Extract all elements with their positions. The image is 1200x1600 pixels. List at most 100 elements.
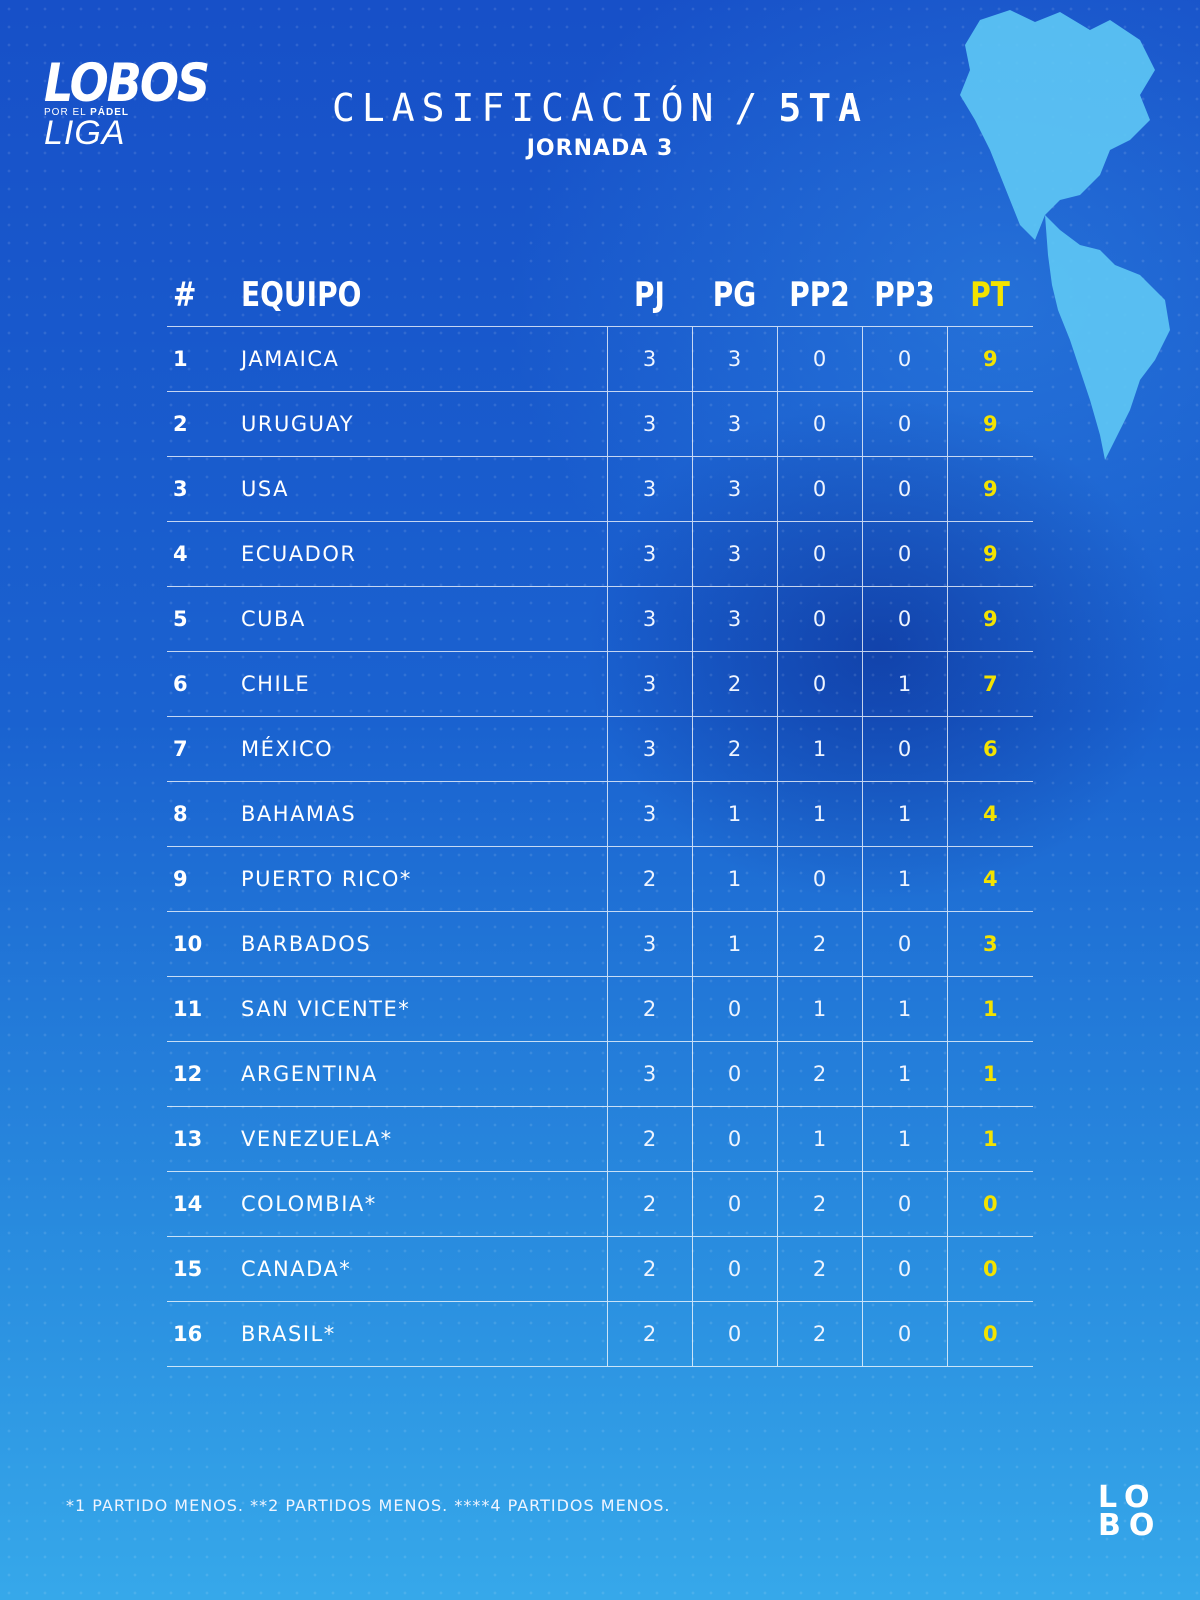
cell-pg: 3: [691, 586, 777, 652]
cell-pj: 3: [606, 521, 692, 587]
column-header-pj: PJ: [607, 255, 692, 334]
cell-team: BAHAMAS: [237, 781, 607, 847]
lobos-liga-logo: LOBOS POR EL PÁDEL LIGA: [44, 56, 210, 150]
cell-pp2: 2: [776, 1041, 862, 1107]
table-row: 8 BAHAMAS 3 1 1 1 4: [167, 781, 1033, 847]
cell-pg: 0: [691, 1171, 777, 1237]
table-row: 11 SAN VICENTE* 2 0 1 1 1: [167, 976, 1033, 1042]
cell-pos: 4: [167, 521, 237, 587]
cell-pos: 7: [167, 716, 237, 782]
cell-pj: 3: [606, 716, 692, 782]
table-row: 15 CANADA* 2 0 2 0 0: [167, 1236, 1033, 1302]
standings-table: # EQUIPO PJ PG PP2 PP3 PT 1 JAMAICA 3 3 0 0 9 2…: [167, 255, 1033, 1367]
cell-pj: 2: [606, 1301, 692, 1367]
cell-pp2: 1: [776, 716, 862, 782]
cell-pt: 9: [946, 586, 1033, 652]
table-row: 13 VENEZUELA* 2 0 1 1 1: [167, 1106, 1033, 1172]
cell-pt: 9: [946, 391, 1033, 457]
cell-pg: 0: [691, 1236, 777, 1302]
cell-team: SAN VICENTE*: [237, 976, 607, 1042]
cell-pj: 2: [606, 846, 692, 912]
cell-pp3: 0: [861, 326, 947, 392]
cell-team: JAMAICA: [237, 326, 607, 392]
footnote: *1 PARTIDO MENOS. **2 PARTIDOS MENOS. **…: [66, 1496, 671, 1515]
logo-tagline: POR EL PÁDEL: [44, 108, 174, 118]
column-header-pt: PT: [947, 255, 1033, 334]
title-category: 5TA: [778, 86, 868, 130]
corner-logo-line1: LO: [1098, 1480, 1158, 1515]
table-row: 6 CHILE 3 2 0 1 7: [167, 651, 1033, 717]
cell-pos: 12: [167, 1041, 237, 1107]
table-header-row: # EQUIPO PJ PG PP2 PP3 PT: [167, 255, 1033, 334]
cell-pt: 3: [946, 911, 1033, 977]
page-title: CLASIFICACIÓN / 5TA: [0, 86, 1200, 130]
cell-pos: 9: [167, 846, 237, 912]
cell-pos: 14: [167, 1171, 237, 1237]
cell-pos: 16: [167, 1301, 237, 1367]
title-text: CLASIFICACIÓN: [332, 86, 721, 130]
cell-pg: 0: [691, 976, 777, 1042]
cell-pt: 4: [946, 846, 1033, 912]
cell-pt: 9: [946, 456, 1033, 522]
cell-pg: 1: [691, 781, 777, 847]
cell-pj: 2: [606, 976, 692, 1042]
cell-pg: 0: [691, 1106, 777, 1172]
column-header-pp2: PP2: [777, 255, 862, 334]
cell-pj: 3: [606, 326, 692, 392]
table-row: 5 CUBA 3 3 0 0 9: [167, 586, 1033, 652]
cell-pp3: 1: [861, 846, 947, 912]
cell-pos: 13: [167, 1106, 237, 1172]
cell-team: VENEZUELA*: [237, 1106, 607, 1172]
cell-pos: 15: [167, 1236, 237, 1302]
americas-map-graphic: [960, 10, 1170, 460]
table-row: 12 ARGENTINA 3 0 2 1 1: [167, 1041, 1033, 1107]
logo-tagline-prefix: POR EL: [44, 107, 87, 118]
cell-pp3: 1: [861, 1106, 947, 1172]
cell-pp3: 0: [861, 456, 947, 522]
table-row: 2 URUGUAY 3 3 0 0 9: [167, 391, 1033, 457]
cell-pp3: 0: [861, 521, 947, 587]
cell-pj: 3: [606, 1041, 692, 1107]
cell-pt: 9: [946, 326, 1033, 392]
logo-tagline-bold: PÁDEL: [90, 107, 129, 118]
cell-pp3: 1: [861, 1041, 947, 1107]
cell-pg: 0: [691, 1301, 777, 1367]
cell-pp2: 2: [776, 1301, 862, 1367]
cell-pj: 3: [606, 456, 692, 522]
cell-team: CHILE: [237, 651, 607, 717]
table-row: 14 COLOMBIA* 2 0 2 0 0: [167, 1171, 1033, 1237]
table-row: 1 JAMAICA 3 3 0 0 9: [167, 326, 1033, 392]
cell-pt: 0: [946, 1236, 1033, 1302]
cell-team: USA: [237, 456, 607, 522]
cell-pt: 1: [946, 976, 1033, 1042]
cell-pp3: 0: [861, 391, 947, 457]
table-row: 3 USA 3 3 0 0 9: [167, 456, 1033, 522]
table-row: 7 MÉXICO 3 2 1 0 6: [167, 716, 1033, 782]
cell-pp3: 1: [861, 651, 947, 717]
cell-pp2: 1: [776, 976, 862, 1042]
column-header-pg: PG: [692, 255, 777, 334]
cell-pp2: 0: [776, 586, 862, 652]
lobo-corner-logo: LO BO: [1098, 1480, 1170, 1541]
table-row: 4 ECUADOR 3 3 0 0 9: [167, 521, 1033, 587]
cell-pt: 0: [946, 1171, 1033, 1237]
cell-pp2: 2: [776, 911, 862, 977]
cell-pos: 10: [167, 911, 237, 977]
cell-pos: 3: [167, 456, 237, 522]
cell-pg: 3: [691, 456, 777, 522]
cell-pos: 5: [167, 586, 237, 652]
cell-pt: 1: [946, 1106, 1033, 1172]
cell-pt: 4: [946, 781, 1033, 847]
table-row: 9 PUERTO RICO* 2 1 0 1 4: [167, 846, 1033, 912]
cell-pp3: 0: [861, 1301, 947, 1367]
cell-pos: 11: [167, 976, 237, 1042]
page-subtitle: JORNADA 3: [526, 136, 674, 161]
cell-pj: 3: [606, 781, 692, 847]
table-row: 10 BARBADOS 3 1 2 0 3: [167, 911, 1033, 977]
cell-pt: 7: [946, 651, 1033, 717]
cell-pos: 2: [167, 391, 237, 457]
cell-team: URUGUAY: [237, 391, 607, 457]
cell-team: ARGENTINA: [237, 1041, 607, 1107]
cell-pp2: 0: [776, 521, 862, 587]
cell-pt: 9: [946, 521, 1033, 587]
